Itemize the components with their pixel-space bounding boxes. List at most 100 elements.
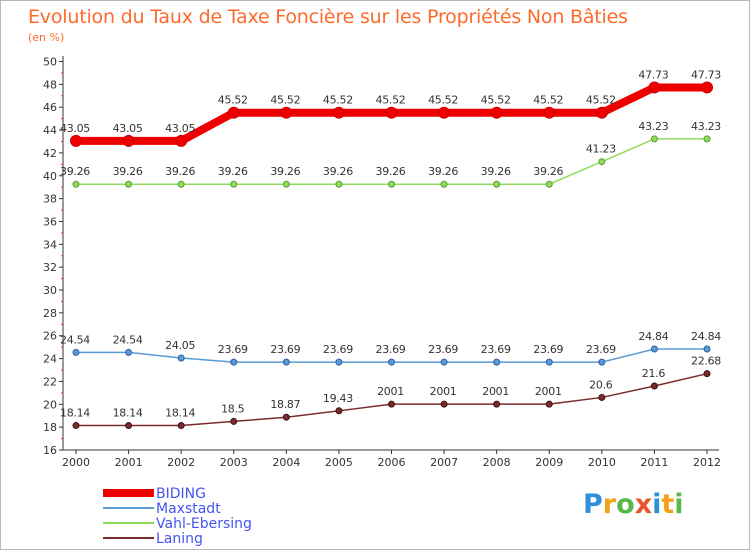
data-label-vahl-ebersing: 39.26 — [533, 165, 563, 178]
data-label-laning: 21.6 — [642, 367, 666, 380]
data-label-maxstadt: 23.69 — [586, 343, 616, 356]
y-tick-label: 48 — [43, 78, 57, 91]
data-label-biding: 45.52 — [586, 94, 616, 107]
data-label-vahl-ebersing: 39.26 — [428, 165, 458, 178]
data-label-biding: 45.52 — [533, 94, 563, 107]
data-point-laning — [545, 400, 553, 408]
y-tick-label: 24 — [43, 353, 57, 366]
data-label-maxstadt: 23.69 — [376, 343, 406, 356]
data-point-laning — [703, 370, 711, 378]
data-label-laning: 19.43 — [323, 392, 353, 405]
data-point-laning — [388, 400, 395, 408]
data-label-vahl-ebersing: 39.26 — [165, 165, 195, 178]
data-point-maxstadt — [440, 358, 448, 366]
logo-letter: t — [661, 489, 675, 520]
y-tick-label: 50 — [43, 56, 57, 69]
data-point-biding — [701, 81, 713, 94]
data-point-vahl-ebersing — [440, 180, 448, 188]
data-label-maxstadt: 24.54 — [113, 333, 143, 346]
data-point-vahl-ebersing — [230, 180, 238, 188]
y-tick-label: 42 — [43, 147, 57, 160]
axes: 16 18 20 22 24 26 28 30 32 34 36 38 40 42 44 46 48 50 2000… — [43, 56, 721, 470]
data-point-biding — [122, 134, 135, 147]
data-label-maxstadt: 23.69 — [481, 343, 511, 356]
data-label-biding: 45.52 — [376, 94, 406, 107]
y-tick-label: 30 — [43, 284, 57, 297]
data-point-vahl-ebersing — [177, 180, 185, 188]
data-point-vahl-ebersing — [335, 180, 343, 188]
x-tick-label: 2001 — [115, 456, 143, 469]
data-label-laning: 18.14 — [165, 407, 195, 420]
data-point-vahl-ebersing — [598, 158, 606, 166]
data-label-vahl-ebersing: 39.26 — [323, 165, 353, 178]
data-label-laning: 2001 — [482, 385, 509, 398]
data-point-biding — [332, 106, 345, 119]
data-label-vahl-ebersing: 39.26 — [481, 165, 511, 178]
data-label-maxstadt: 24.05 — [165, 339, 195, 352]
data-label-maxstadt: 24.54 — [60, 333, 90, 346]
x-tick-label: 2012 — [693, 456, 721, 469]
data-label-laning: 20.6 — [589, 378, 613, 391]
legend-label-biding: BIDING — [156, 486, 206, 502]
data-point-maxstadt — [72, 348, 80, 356]
logo-letter: r — [602, 489, 617, 520]
data-labels: 43.05 43.05 43.05 45.52 45.52 45.52 45.52 45.52… — [60, 68, 722, 420]
x-tick-label: 2005 — [325, 456, 353, 469]
data-point-laning — [177, 422, 185, 430]
data-point-biding — [280, 106, 293, 119]
data-label-biding: 45.52 — [270, 94, 300, 107]
y-tick-label: 40 — [43, 170, 57, 183]
data-label-laning: 2001 — [535, 385, 562, 398]
data-label-maxstadt: 23.69 — [428, 343, 458, 356]
data-label-vahl-ebersing: 39.26 — [376, 165, 406, 178]
data-label-biding: 45.52 — [428, 94, 458, 107]
data-point-biding — [438, 106, 451, 119]
data-label-maxstadt: 23.69 — [323, 343, 353, 356]
x-tick-label: 2003 — [220, 456, 248, 469]
data-point-maxstadt — [177, 354, 185, 362]
data-label-biding: 45.52 — [218, 94, 248, 107]
data-label-vahl-ebersing: 43.23 — [638, 120, 668, 133]
logo-letter: x — [634, 489, 653, 520]
y-tick-label: 46 — [43, 101, 57, 114]
data-point-biding — [648, 81, 661, 94]
x-tick-label: 2008 — [483, 456, 511, 469]
y-tick-label: 36 — [43, 215, 57, 228]
x-tick-label: 2004 — [272, 456, 300, 469]
data-label-laning: 2001 — [430, 385, 457, 398]
data-label-vahl-ebersing: 39.26 — [218, 165, 248, 178]
series-layer — [70, 81, 713, 430]
y-tick-label: 28 — [43, 307, 57, 320]
x-tick-label: 2006 — [378, 456, 406, 469]
data-point-vahl-ebersing — [493, 180, 501, 188]
data-label-laning: 18.14 — [113, 407, 143, 420]
data-point-biding — [543, 106, 556, 119]
data-point-vahl-ebersing — [545, 180, 553, 188]
data-label-laning: 18.87 — [270, 398, 300, 411]
x-tick-label: 2009 — [535, 456, 563, 469]
logo-letter: o — [616, 489, 635, 520]
data-point-maxstadt — [388, 358, 395, 366]
data-label-maxstadt: 23.69 — [270, 343, 300, 356]
data-point-vahl-ebersing — [282, 180, 290, 188]
data-label-vahl-ebersing: 41.23 — [586, 143, 616, 156]
y-tick-label: 32 — [43, 261, 57, 274]
x-tick-label: 2007 — [430, 456, 458, 469]
data-label-biding: 47.73 — [638, 68, 668, 81]
data-point-maxstadt — [650, 345, 658, 353]
legend-label-maxstadt: Maxstadt — [156, 501, 221, 517]
data-label-maxstadt: 23.69 — [218, 343, 248, 356]
data-label-maxstadt: 23.69 — [533, 343, 563, 356]
data-point-biding — [385, 106, 398, 119]
data-point-laning — [598, 393, 606, 401]
data-label-laning: 2001 — [377, 385, 404, 398]
data-point-vahl-ebersing — [650, 135, 658, 143]
y-tick-label: 26 — [43, 330, 57, 343]
data-point-biding — [490, 106, 503, 119]
data-point-laning — [335, 407, 343, 415]
data-label-biding: 43.05 — [113, 122, 143, 135]
x-tick-label: 2010 — [588, 456, 616, 469]
y-tick-label: 18 — [43, 421, 57, 434]
